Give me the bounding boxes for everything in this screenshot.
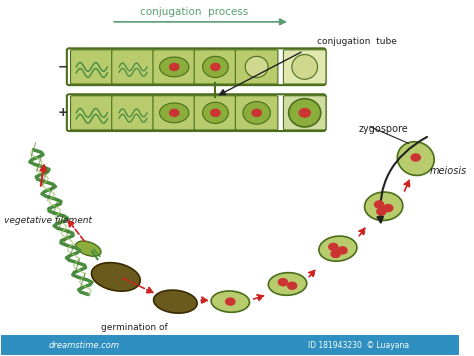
- Circle shape: [289, 283, 296, 289]
- FancyBboxPatch shape: [71, 50, 113, 84]
- Ellipse shape: [76, 241, 101, 256]
- FancyBboxPatch shape: [283, 50, 326, 84]
- Circle shape: [211, 109, 220, 116]
- Ellipse shape: [160, 103, 189, 123]
- Ellipse shape: [202, 102, 228, 124]
- FancyBboxPatch shape: [194, 96, 237, 130]
- Ellipse shape: [268, 273, 307, 295]
- FancyBboxPatch shape: [112, 50, 155, 84]
- Circle shape: [377, 208, 386, 215]
- Circle shape: [375, 201, 383, 207]
- Circle shape: [411, 154, 420, 161]
- Ellipse shape: [397, 142, 434, 176]
- Ellipse shape: [154, 290, 197, 313]
- Ellipse shape: [292, 54, 318, 79]
- Ellipse shape: [319, 236, 357, 261]
- Text: ID 181943230  © Luayana: ID 181943230 © Luayana: [308, 341, 409, 350]
- FancyBboxPatch shape: [283, 96, 326, 130]
- Ellipse shape: [243, 101, 270, 124]
- Circle shape: [338, 247, 347, 254]
- Text: meiosis: meiosis: [429, 166, 467, 176]
- Bar: [1, 335, 459, 355]
- Circle shape: [211, 63, 220, 70]
- Text: zygospore: zygospore: [358, 124, 408, 134]
- Circle shape: [299, 109, 310, 117]
- Ellipse shape: [211, 291, 249, 312]
- Circle shape: [329, 244, 338, 250]
- Text: conjugation  process: conjugation process: [139, 7, 248, 17]
- FancyBboxPatch shape: [194, 50, 237, 84]
- Circle shape: [378, 209, 385, 214]
- Text: vegetative filament: vegetative filament: [4, 216, 91, 225]
- Ellipse shape: [160, 57, 189, 77]
- Circle shape: [374, 201, 383, 208]
- Circle shape: [170, 109, 179, 116]
- Circle shape: [331, 250, 340, 257]
- Ellipse shape: [91, 263, 140, 291]
- Circle shape: [279, 279, 287, 285]
- Text: conjugation  tube: conjugation tube: [317, 37, 397, 46]
- Circle shape: [278, 279, 288, 286]
- Circle shape: [330, 244, 337, 250]
- Circle shape: [252, 109, 261, 116]
- Text: +: +: [58, 106, 69, 119]
- Text: germination of
zygospore: germination of zygospore: [101, 323, 167, 342]
- FancyBboxPatch shape: [153, 96, 195, 130]
- FancyBboxPatch shape: [71, 96, 113, 130]
- FancyBboxPatch shape: [153, 50, 195, 84]
- FancyBboxPatch shape: [236, 50, 278, 84]
- Ellipse shape: [289, 99, 321, 127]
- Circle shape: [288, 282, 297, 289]
- Circle shape: [339, 247, 346, 253]
- Circle shape: [226, 298, 235, 305]
- Circle shape: [170, 63, 179, 70]
- Circle shape: [383, 204, 393, 211]
- FancyBboxPatch shape: [236, 96, 278, 130]
- FancyBboxPatch shape: [112, 96, 155, 130]
- Ellipse shape: [365, 192, 403, 220]
- Text: −: −: [58, 60, 68, 73]
- Circle shape: [332, 251, 339, 257]
- Ellipse shape: [245, 56, 268, 78]
- Circle shape: [384, 205, 392, 211]
- Ellipse shape: [202, 56, 228, 78]
- Text: dreamstime.com: dreamstime.com: [48, 341, 119, 350]
